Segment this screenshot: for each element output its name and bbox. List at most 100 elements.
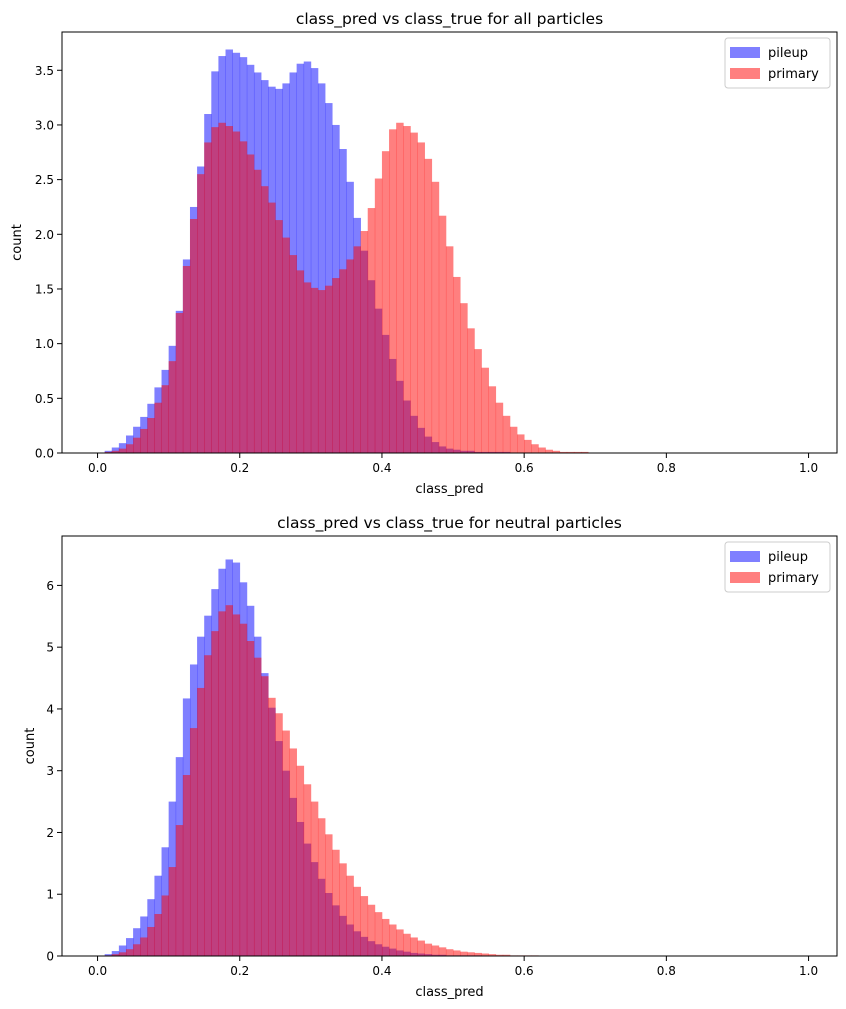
primary-bar xyxy=(566,451,575,453)
y-tick-label: 2.0 xyxy=(35,228,54,242)
y-axis-label: count xyxy=(10,224,25,261)
primary-bar xyxy=(396,122,404,453)
primary-bar xyxy=(460,303,468,453)
primary-bar xyxy=(403,126,411,453)
y-tick-label: 1 xyxy=(46,888,54,902)
primary-bar xyxy=(161,895,169,956)
primary-bar xyxy=(268,202,276,453)
primary-bar xyxy=(175,313,184,453)
y-tick-label: 3.0 xyxy=(35,118,54,132)
primary-bar xyxy=(310,801,319,956)
primary-bar xyxy=(218,611,226,956)
x-tick-label: 0.4 xyxy=(372,461,391,475)
primary-bar xyxy=(325,285,333,453)
chart-title: class_pred vs class_true for all particl… xyxy=(296,10,603,29)
primary-bar xyxy=(488,954,497,956)
primary-bar xyxy=(552,450,561,453)
primary-bar xyxy=(339,269,347,453)
primary-bar xyxy=(502,954,511,956)
y-tick-label: 3 xyxy=(46,764,54,778)
pileup-bar xyxy=(310,68,319,453)
legend: pileup primary xyxy=(724,541,831,593)
legend-label-pileup: pileup xyxy=(768,550,808,565)
y-tick-label: 1.5 xyxy=(35,282,54,296)
x-tick-label: 1.0 xyxy=(799,461,818,475)
primary-bar xyxy=(517,434,525,453)
primary-bar xyxy=(495,402,504,453)
primary-bar xyxy=(232,131,241,453)
x-tick-label: 0.4 xyxy=(372,964,391,978)
primary-bar xyxy=(424,943,433,956)
primary-bar xyxy=(381,918,390,956)
x-tick-label: 0.6 xyxy=(515,461,534,475)
primary-bar xyxy=(118,952,127,956)
primary-bar xyxy=(367,208,376,453)
primary-bar xyxy=(218,122,226,453)
legend-label-pileup: pileup xyxy=(768,46,808,61)
primary-bar xyxy=(488,386,497,453)
legend-swatch-pileup xyxy=(730,551,760,562)
primary-bar xyxy=(474,349,482,453)
primary-bar xyxy=(460,951,468,956)
primary-bar xyxy=(445,246,454,453)
primary-bar xyxy=(545,449,553,453)
primary-bar xyxy=(417,142,425,453)
primary-bar xyxy=(282,730,290,956)
pileup-bar xyxy=(296,63,305,454)
primary-bar xyxy=(204,142,212,453)
y-tick-label: 4 xyxy=(46,702,54,716)
legend-swatch-pileup xyxy=(730,47,760,58)
primary-bar xyxy=(396,929,404,956)
x-axis-label: class_pred xyxy=(415,482,483,497)
x-tick-label: 0.8 xyxy=(657,964,676,978)
axes-frame xyxy=(61,31,838,454)
primary-bar xyxy=(481,367,489,453)
y-tick-label: 0 xyxy=(46,950,54,964)
primary-bar xyxy=(374,178,383,453)
primary-bar xyxy=(289,255,297,453)
pileup-bar xyxy=(118,443,127,453)
primary-bar xyxy=(431,945,440,956)
primary-bar xyxy=(246,641,255,956)
y-tick-label: 3.5 xyxy=(35,64,54,78)
primary-bar xyxy=(211,127,219,453)
primary-bar xyxy=(154,402,162,453)
primary-bar xyxy=(168,867,177,956)
primary-bar xyxy=(111,954,120,956)
primary-bar xyxy=(104,451,113,453)
pileup-bar xyxy=(140,916,148,956)
y-tick-label: 6 xyxy=(46,579,54,593)
primary-bar xyxy=(509,426,518,453)
primary-bar xyxy=(317,290,326,453)
primary-bar xyxy=(438,947,447,956)
primary-bar xyxy=(197,174,205,453)
primary-bar xyxy=(147,418,155,453)
x-axis-label: class_pred xyxy=(415,985,483,1000)
primary-bar xyxy=(253,657,262,956)
primary-bar xyxy=(147,926,155,956)
series-primary xyxy=(104,122,589,453)
primary-bar xyxy=(225,605,233,956)
x-tick-label: 0.2 xyxy=(230,964,249,978)
primary-bar xyxy=(339,863,347,956)
pileup-bar xyxy=(325,103,333,453)
primary-bar xyxy=(453,276,461,453)
primary-bar xyxy=(325,834,333,956)
primary-bar xyxy=(125,444,134,453)
primary-bar xyxy=(438,215,447,453)
primary-bar xyxy=(189,728,198,956)
primary-bar xyxy=(232,614,241,956)
primary-bar xyxy=(261,676,269,956)
primary-bar xyxy=(289,748,297,956)
primary-bar xyxy=(346,875,354,956)
primary-bar xyxy=(261,186,269,453)
pileup-bar xyxy=(125,938,134,956)
primary-bar xyxy=(197,687,205,956)
primary-bar xyxy=(467,952,475,956)
y-tick-label: 0.0 xyxy=(35,447,54,461)
primary-bar xyxy=(431,181,440,453)
primary-bar xyxy=(502,415,511,453)
primary-bar xyxy=(161,385,169,453)
primary-bar xyxy=(389,129,397,453)
